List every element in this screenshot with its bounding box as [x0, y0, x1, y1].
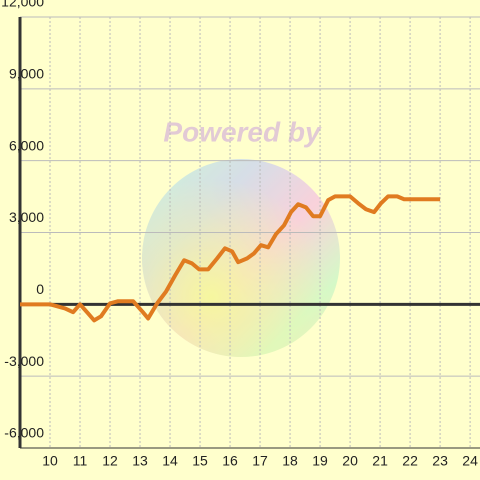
y-tick-label: 3,000: [9, 209, 44, 225]
x-tick-label: 17: [252, 453, 268, 469]
data-line: [20, 194, 441, 323]
x-tick-label: 15: [192, 453, 208, 469]
x-tick-label: 20: [342, 453, 358, 469]
x-tick-label: 23: [432, 453, 448, 469]
y-tick-label: 0: [36, 281, 44, 297]
x-tick-label: 12: [102, 453, 118, 469]
watermark-text: Powered by: [163, 116, 322, 147]
x-tick-label: 11: [73, 453, 88, 469]
y-tick-label: 9,000: [9, 66, 44, 82]
x-tick-label: 24: [462, 453, 478, 469]
x-tick-label: 18: [282, 453, 298, 469]
y-tick-label: -3,000: [4, 353, 44, 369]
watermark: Powered by: [142, 116, 340, 357]
x-tick-label: 10: [42, 453, 58, 469]
x-tick-label: 19: [312, 453, 328, 469]
x-tick-label: 22: [402, 453, 418, 469]
y-tick-label: -6,000: [4, 425, 44, 441]
x-tick-label: 14: [162, 453, 178, 469]
y-tick-label: 6,000: [9, 137, 44, 153]
watermark-glow: [142, 159, 340, 357]
x-tick-label: 13: [132, 453, 148, 469]
x-tick-label: 16: [222, 453, 238, 469]
x-tick-label: 21: [372, 453, 388, 469]
y-tick-label: 12,000: [1, 0, 44, 10]
